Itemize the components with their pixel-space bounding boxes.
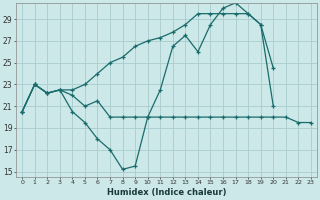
X-axis label: Humidex (Indice chaleur): Humidex (Indice chaleur) [107, 188, 226, 197]
